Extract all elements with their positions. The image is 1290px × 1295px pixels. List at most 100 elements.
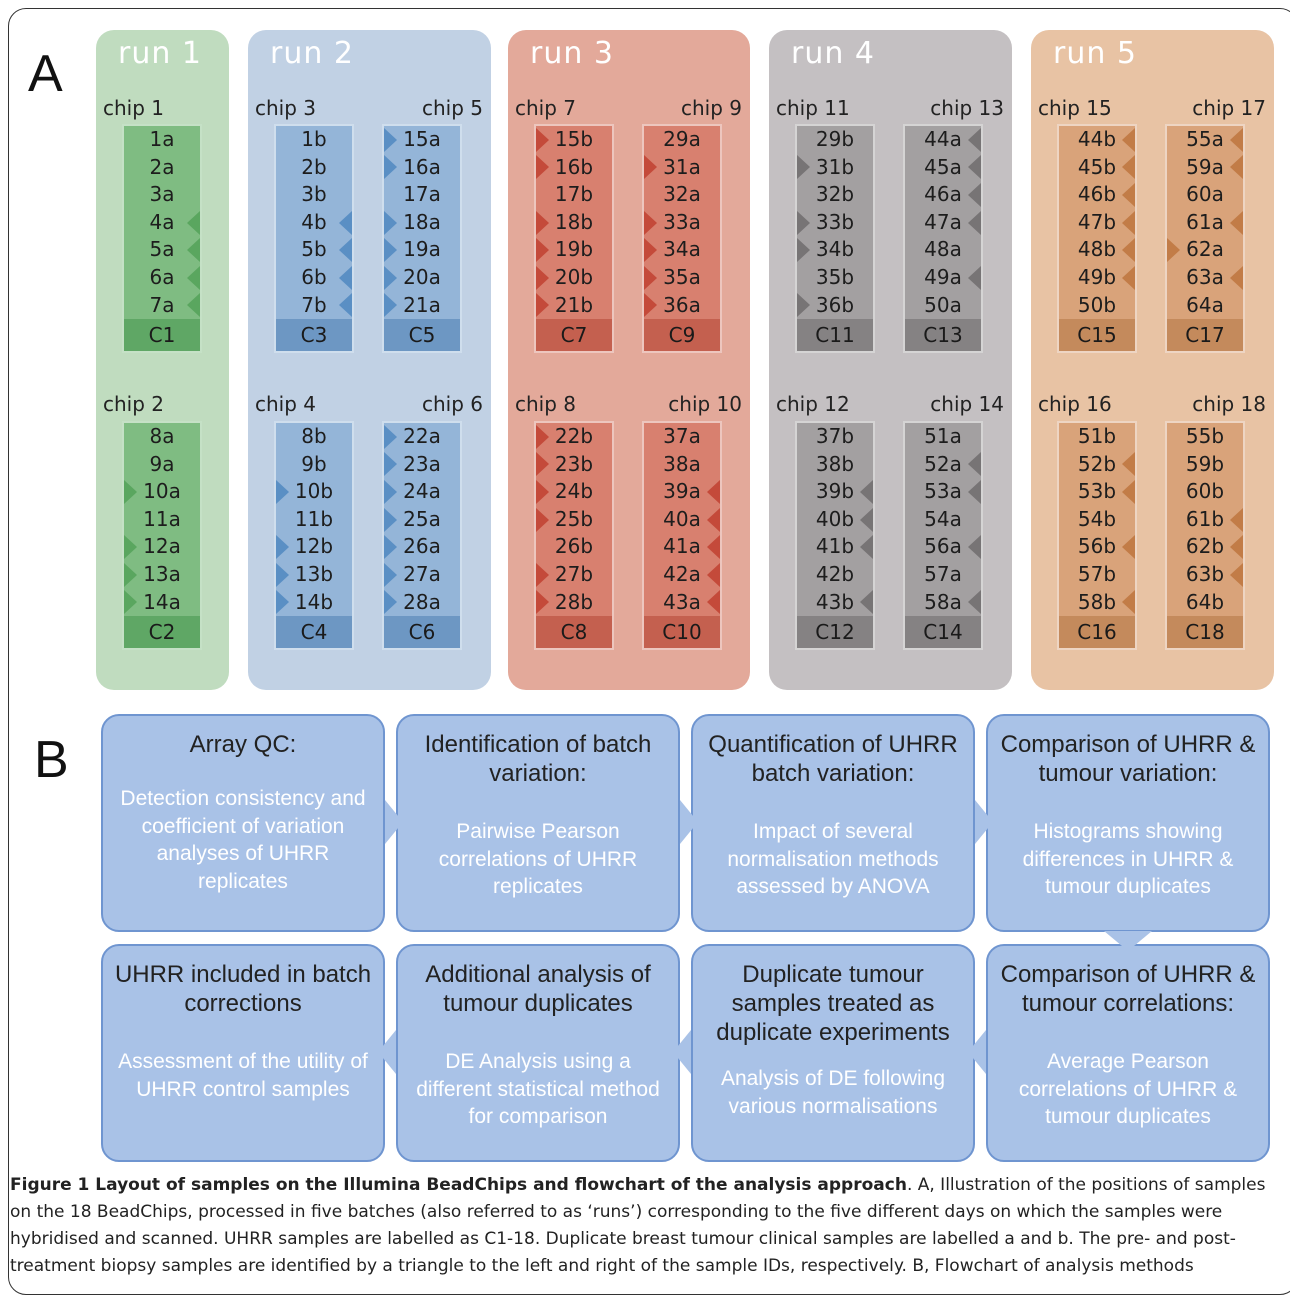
flow-step-title: UHRR included in batch corrections: [114, 961, 372, 1017]
sample-id: 58a: [924, 589, 962, 614]
sample-id: 7b: [301, 292, 327, 317]
beadchip: 8a 9a 10a 11a 12a 13a 14a C2: [122, 421, 202, 651]
sample-id: 54a: [924, 506, 962, 531]
sample-id: 13b: [294, 561, 334, 586]
sample-slot: 54b: [1059, 506, 1135, 534]
flow-step-title: Duplicate tumour samples treated as dupl…: [716, 961, 950, 1046]
pre-treatment-triangle-icon: [384, 293, 397, 318]
pre-treatment-triangle-icon: [536, 452, 549, 477]
control-slot: C8: [536, 616, 612, 649]
sample-id: 10b: [294, 479, 334, 504]
sample-slot: 31a: [644, 154, 720, 182]
pre-treatment-triangle-icon: [797, 155, 810, 180]
sample-id: 5a: [149, 237, 175, 262]
sample-id: 56a: [924, 534, 962, 559]
caption-text: . A, Illustration of the positions of sa…: [10, 1175, 1266, 1276]
post-treatment-triangle-icon: [860, 507, 873, 532]
control-slot: C6: [384, 616, 460, 649]
chip-label: chip 11: [776, 96, 850, 120]
sample-id: 36b: [815, 292, 855, 317]
sample-slot: 23a: [384, 451, 460, 479]
pre-treatment-triangle-icon: [384, 127, 397, 152]
sample-slot: 38a: [644, 451, 720, 479]
sample-slot: 40b: [797, 506, 873, 534]
sample-slot: 42a: [644, 561, 720, 589]
post-treatment-triangle-icon: [968, 452, 981, 477]
sample-slot: 51a: [905, 423, 981, 451]
sample-id: 20b: [554, 264, 594, 289]
pre-treatment-triangle-icon: [124, 590, 137, 615]
sample-id: 2b: [301, 154, 327, 179]
sample-slot: 15b: [536, 126, 612, 154]
sample-slot: 58a: [905, 589, 981, 617]
pre-treatment-triangle-icon: [536, 127, 549, 152]
pre-treatment-triangle-icon: [384, 265, 397, 290]
run-2: run 2 chip 3 1b 2b 3b 4b 5b 6b 7b C3 chip 5 15a 16a 1…: [248, 30, 491, 690]
sample-slot: 29b: [797, 126, 873, 154]
figure-caption: Figure 1 Layout of samples on the Illumi…: [10, 1172, 1280, 1280]
flow-arrow-left-icon: [378, 1030, 396, 1074]
sample-slot: 8a: [124, 423, 200, 451]
chip-label: chip 12: [776, 392, 850, 416]
post-treatment-triangle-icon: [1230, 535, 1243, 560]
sample-id: 1a: [149, 127, 175, 151]
sample-id: 46b: [1077, 182, 1117, 207]
post-treatment-triangle-icon: [707, 590, 720, 615]
sample-id: 41b: [815, 534, 855, 559]
sample-id: 48b: [1077, 237, 1117, 262]
post-treatment-triangle-icon: [339, 265, 352, 290]
beadchip: 22a 23a 24a 25a 26a 27a 28a C6: [382, 421, 462, 651]
beadchip: 1b 2b 3b 4b 5b 6b 7b C3: [274, 124, 354, 354]
sample-slot: 64a: [1167, 292, 1243, 320]
post-treatment-triangle-icon: [860, 479, 873, 504]
sample-id: 18a: [403, 209, 441, 234]
post-treatment-triangle-icon: [1122, 238, 1135, 263]
sample-id: 2a: [149, 154, 175, 179]
sample-slot: 64b: [1167, 589, 1243, 617]
sample-slot: 9a: [124, 451, 200, 479]
sample-slot: 59a: [1167, 154, 1243, 182]
sample-id: 64a: [1186, 292, 1224, 317]
post-treatment-triangle-icon: [968, 155, 981, 180]
sample-id: 18b: [554, 209, 594, 234]
sample-id: 31b: [815, 154, 855, 179]
post-treatment-triangle-icon: [968, 127, 981, 152]
caption-title: Figure 1 Layout of samples on the Illumi…: [10, 1175, 907, 1195]
sample-id: 24b: [554, 479, 594, 504]
pre-treatment-triangle-icon: [384, 210, 397, 235]
sample-id: 44a: [924, 127, 962, 151]
flow-arrow-left-icon: [968, 1030, 986, 1074]
pre-treatment-triangle-icon: [124, 479, 137, 504]
sample-slot: 53b: [1059, 478, 1135, 506]
sample-slot: 38b: [797, 451, 873, 479]
post-treatment-triangle-icon: [1230, 507, 1243, 532]
beadchip: 51a 52a 53a 54a 56a 57a 58a C14: [903, 421, 983, 651]
sample-id: 45a: [924, 154, 962, 179]
sample-slot: 45a: [905, 154, 981, 182]
sample-slot: 48a: [905, 236, 981, 264]
sample-slot: 21b: [536, 292, 612, 320]
sample-slot: 19a: [384, 236, 460, 264]
sample-slot: 50a: [905, 292, 981, 320]
pre-treatment-triangle-icon: [644, 238, 657, 263]
sample-id: 61a: [1186, 209, 1224, 234]
sample-id: 63a: [1186, 264, 1224, 289]
sample-slot: 15a: [384, 126, 460, 154]
control-slot: C16: [1059, 616, 1135, 649]
sample-slot: 47a: [905, 209, 981, 237]
sample-slot: 36b: [797, 292, 873, 320]
sample-id: 11b: [294, 506, 334, 531]
sample-slot: 61a: [1167, 209, 1243, 237]
sample-id: 51b: [1077, 424, 1117, 448]
sample-id: 21b: [554, 292, 594, 317]
sample-id: 16b: [554, 154, 594, 179]
pre-treatment-triangle-icon: [536, 293, 549, 318]
sample-slot: 26b: [536, 533, 612, 561]
sample-id: 39a: [663, 479, 701, 504]
control-slot: C9: [644, 319, 720, 352]
pre-treatment-triangle-icon: [276, 479, 289, 504]
sample-id: 55a: [1186, 127, 1224, 151]
sample-slot: 28b: [536, 589, 612, 617]
flow-step-8: Comparison of UHRR & tumour correlations…: [986, 944, 1270, 1162]
sample-slot: 56b: [1059, 533, 1135, 561]
